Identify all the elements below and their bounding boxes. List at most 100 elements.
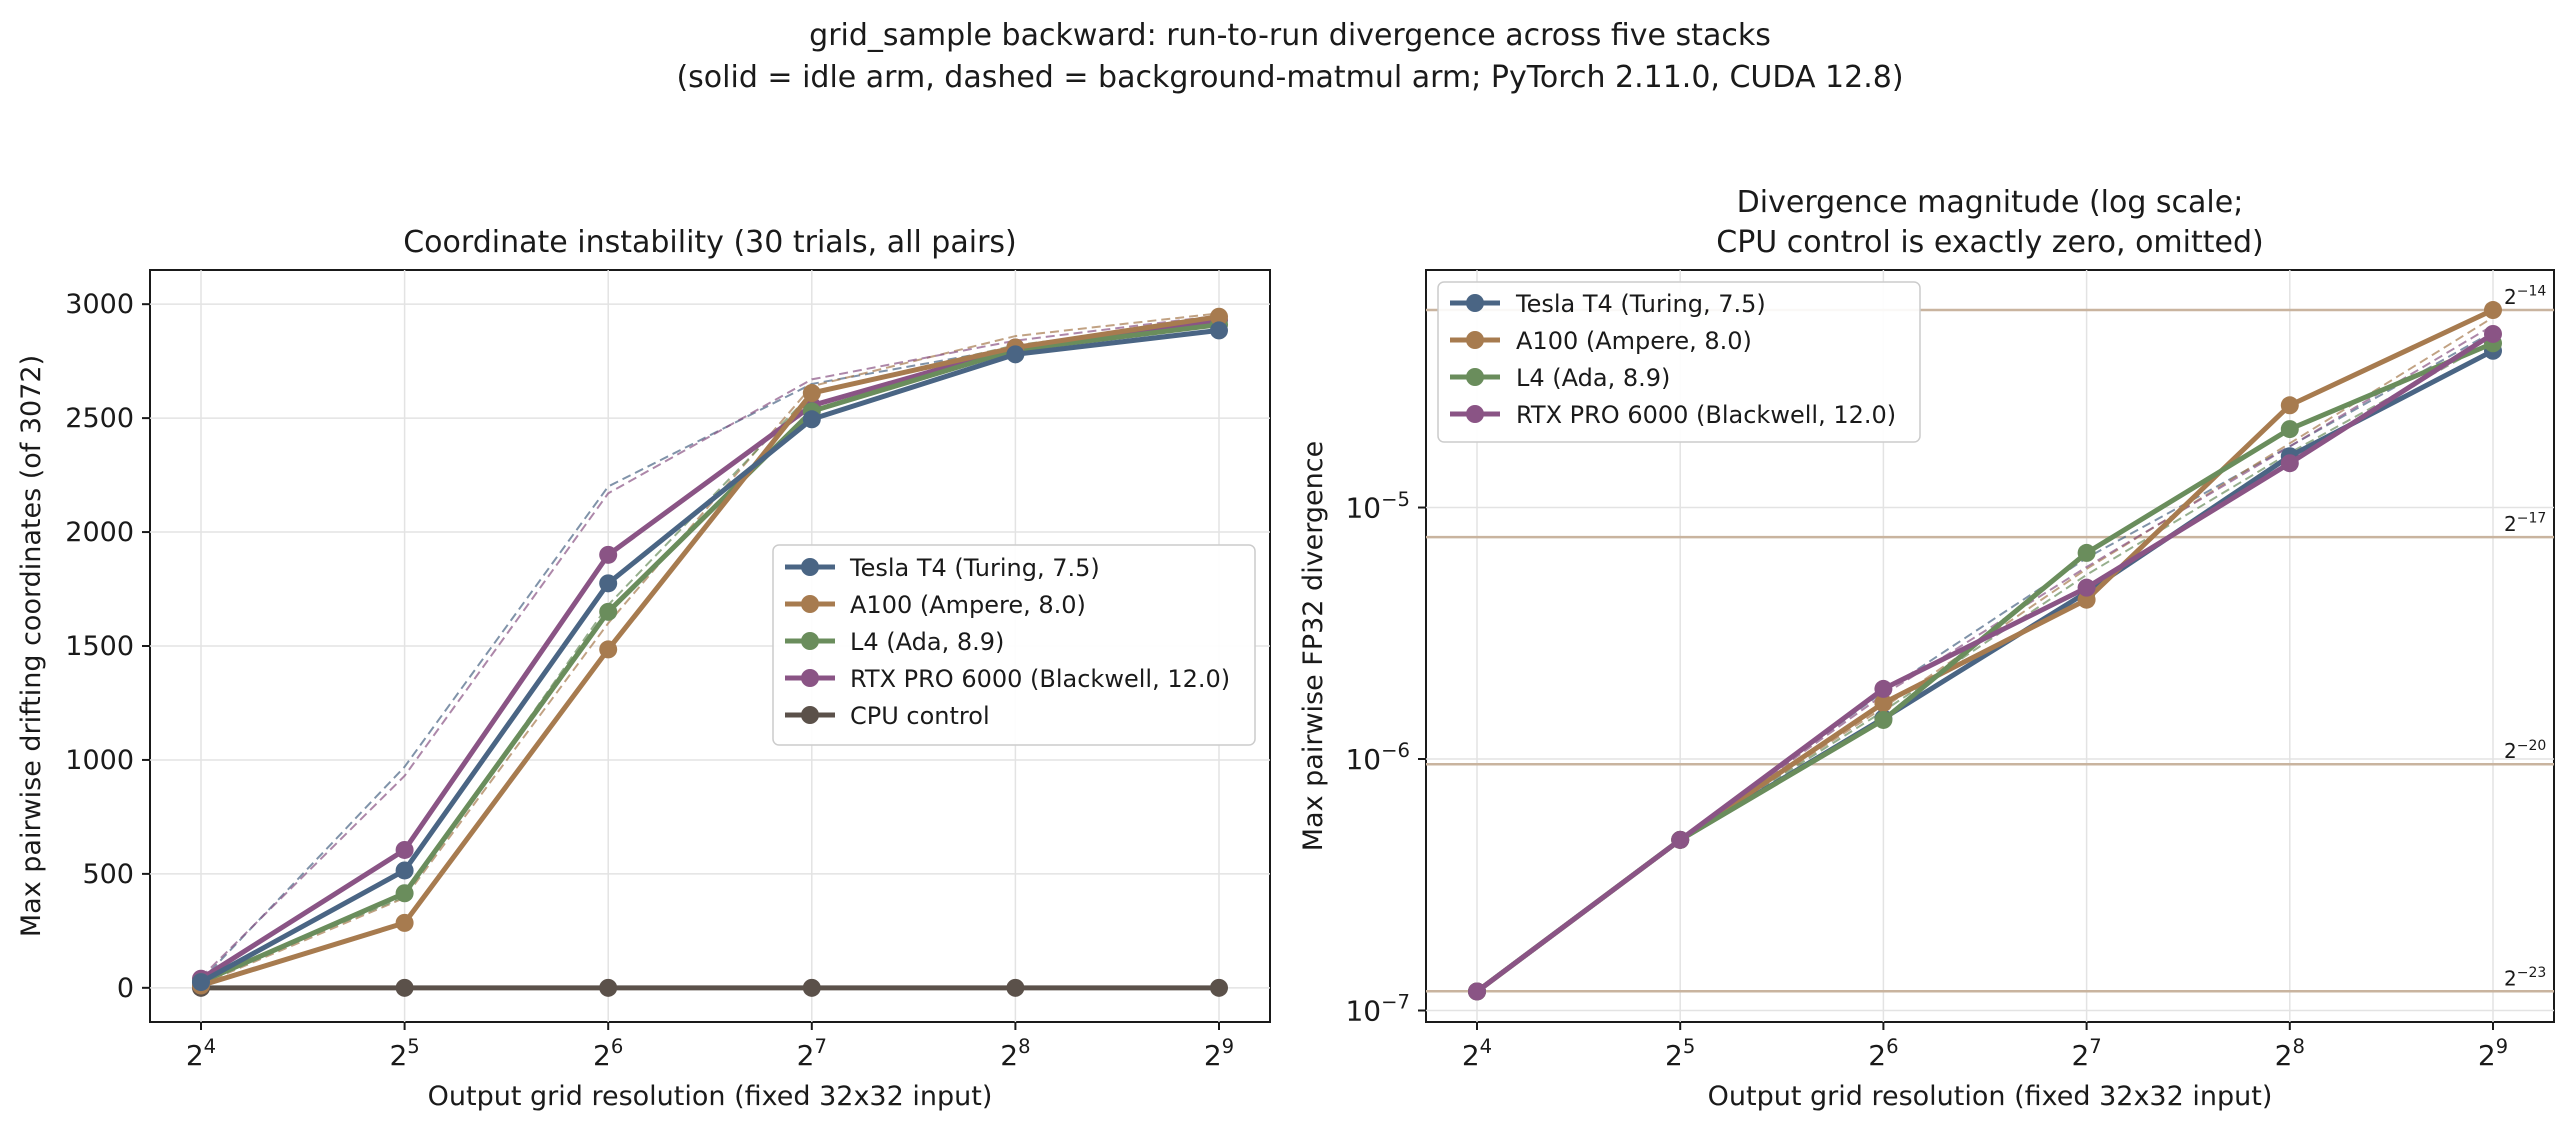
left-data-point	[1006, 978, 1025, 997]
left-x-tick-label: 27	[797, 1035, 827, 1072]
legend-marker	[1466, 368, 1484, 386]
legend-marker	[801, 669, 819, 687]
right-y-ticks: 10−7 10−6 10−5	[1345, 488, 1426, 1028]
right-x-tick-label: 24	[1462, 1035, 1492, 1072]
left-series-line	[199, 327, 1220, 985]
left-data-point	[802, 410, 821, 429]
right-x-tick-label: 29	[2478, 1035, 2508, 1072]
left-chart-title: Coordinate instability (30 trials, all p…	[403, 225, 1017, 260]
right-solid-series	[1468, 301, 2502, 1001]
legend-label: L4 (Ada, 8.9)	[1516, 364, 1670, 392]
right-data-point	[2280, 420, 2299, 439]
reference-line-label: 2−17	[2504, 511, 2546, 536]
right-data-point	[1874, 710, 1893, 729]
right-y-tick-label: 10−5	[1345, 488, 1410, 525]
right-data-point	[2077, 578, 2096, 597]
legend-marker	[1466, 294, 1484, 312]
right-y-tick-label: 10−7	[1345, 991, 1410, 1028]
left-y-tick-label: 1500	[65, 631, 134, 662]
right-data-point	[2280, 454, 2299, 473]
legend-label: L4 (Ada, 8.9)	[850, 628, 1004, 656]
legend-marker	[801, 706, 819, 724]
right-x-axis-label: Output grid resolution (fixed 32x32 inpu…	[1708, 1081, 2273, 1112]
left-x-axis-label: Output grid resolution (fixed 32x32 inpu…	[428, 1081, 993, 1112]
right-data-point	[2077, 543, 2096, 562]
right-legend: Tesla T4 (Turing, 7.5) A100 (Ampere, 8.0)…	[1437, 281, 1921, 443]
right-chart-title-line2: CPU control is exactly zero, omitted)	[1716, 225, 2263, 260]
right-data-point	[1874, 679, 1893, 698]
figure-title-line2: (solid = idle arm, dashed = background-m…	[676, 60, 1903, 95]
left-x-ticks: 24 25 26 27 28 29	[186, 1022, 1234, 1072]
left-data-point	[395, 884, 414, 903]
right-x-tick-label: 27	[2071, 1035, 2101, 1072]
left-panel: Coordinate instability (30 trials, all p…	[16, 225, 1271, 1112]
legend-marker	[801, 632, 819, 650]
left-data-point	[395, 840, 414, 859]
right-series-line	[1475, 331, 2495, 994]
left-x-tick-label: 26	[593, 1035, 623, 1072]
left-data-point	[599, 640, 618, 659]
left-data-point	[395, 861, 414, 880]
right-data-point	[2484, 324, 2502, 343]
legend-label: RTX PRO 6000 (Blackwell, 12.0)	[850, 665, 1230, 693]
left-data-point	[1210, 978, 1228, 997]
reference-line-label: 2−14	[2504, 284, 2546, 309]
left-data-point	[599, 978, 618, 997]
right-chart-title-line1: Divergence magnitude (log scale;	[1737, 185, 2244, 220]
left-dashed-line	[200, 314, 1220, 979]
legend-marker	[1466, 331, 1484, 349]
right-y-axis-label: Max pairwise FP32 divergence	[1298, 441, 1329, 851]
left-data-point	[599, 545, 618, 564]
left-data-point	[1210, 307, 1228, 326]
left-data-point	[802, 978, 821, 997]
left-legend: Tesla T4 (Turing, 7.5) A100 (Ampere, 8.0)…	[772, 544, 1256, 746]
left-legend-box	[772, 544, 1256, 746]
legend-label: A100 (Ampere, 8.0)	[850, 591, 1086, 619]
left-x-tick-label: 24	[186, 1035, 216, 1072]
legend-label: RTX PRO 6000 (Blackwell, 12.0)	[1516, 401, 1896, 429]
figure-title-line1: grid_sample backward: run-to-run diverge…	[809, 18, 1771, 53]
left-y-tick-label: 0	[117, 973, 134, 1004]
left-data-point	[1006, 345, 1025, 364]
right-legend-box	[1437, 281, 1921, 443]
right-gridlines	[1426, 270, 2554, 1022]
left-series-line	[199, 322, 1220, 985]
legend-label: CPU control	[850, 702, 990, 730]
legend-marker	[801, 595, 819, 613]
left-y-ticks: 0 500 1000 1500 2000 2500 3000	[65, 289, 150, 1004]
left-x-tick-label: 28	[1000, 1035, 1030, 1072]
reference-line-label: 2−23	[2504, 965, 2546, 990]
left-dashed-line	[200, 312, 1220, 986]
right-panel: Divergence magnitude (log scale; CPU con…	[1298, 185, 2555, 1112]
left-data-point	[599, 574, 618, 593]
reference-line-label: 2−20	[2504, 738, 2546, 763]
left-data-point	[395, 978, 414, 997]
left-y-tick-label: 2000	[65, 517, 134, 548]
legend-label: Tesla T4 (Turing, 7.5)	[849, 554, 1100, 582]
right-x-tick-label: 26	[1868, 1035, 1898, 1072]
right-data-point	[1874, 693, 1893, 712]
right-data-point	[2280, 396, 2299, 415]
left-data-point	[599, 602, 618, 621]
left-x-tick-label: 25	[389, 1035, 419, 1072]
left-data-point	[192, 973, 210, 992]
left-data-point	[395, 913, 414, 932]
left-y-tick-label: 3000	[65, 289, 134, 320]
right-x-ticks: 24 25 26 27 28 29	[1462, 1022, 2508, 1072]
left-data-point	[802, 384, 821, 403]
left-y-tick-label: 500	[82, 859, 134, 890]
right-data-point	[2484, 301, 2502, 320]
left-series-line	[200, 314, 1220, 988]
left-x-tick-label: 29	[1204, 1035, 1234, 1072]
right-y-tick-label: 10−6	[1345, 739, 1410, 776]
right-x-tick-label: 28	[2275, 1035, 2305, 1072]
left-y-tick-label: 2500	[65, 403, 134, 434]
right-data-point	[1468, 982, 1486, 1001]
legend-label: Tesla T4 (Turing, 7.5)	[1515, 290, 1766, 318]
left-solid-series	[192, 307, 1228, 997]
legend-marker	[801, 558, 819, 576]
right-data-point	[1671, 830, 1690, 849]
left-y-tick-label: 1000	[65, 745, 134, 776]
left-y-axis-label: Max pairwise drifting coordinates (of 30…	[16, 355, 47, 937]
